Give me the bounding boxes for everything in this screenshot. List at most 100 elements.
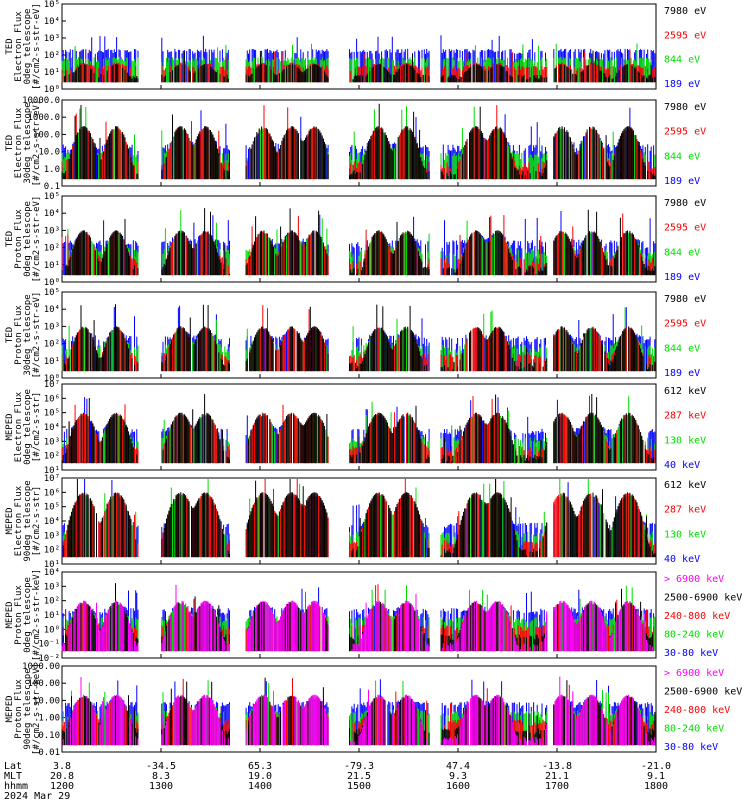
y-tick-label: 10⁵ (44, 503, 60, 513)
y-tick-label: 10² (44, 340, 60, 350)
legend-entry: 2595 eV (664, 127, 706, 138)
legend-entry: 130 keV (664, 529, 706, 540)
series-group (61, 35, 656, 83)
legend-entry: 240-800 keV (664, 611, 730, 622)
y-tick-label: 100.0 (33, 130, 60, 140)
y-tick-label: 10³ (44, 582, 60, 592)
legend-entry: 80-240 keV (664, 724, 724, 735)
y-label-line: 90deg telescope (23, 668, 33, 749)
legend-entry: 287 keV (664, 505, 706, 516)
y-tick-label: 10² (44, 452, 60, 462)
y-label-line: 0deg telescope (23, 389, 33, 465)
x-lat-label: 47.4 (446, 761, 470, 772)
y-axis-label: MEPED Proton Flux 90deg telescope [#/cm2-s-… (5, 663, 42, 755)
y-tick-label: 10⁴ (44, 17, 60, 27)
y-label-line: [#/cm2-s-str-keV] (32, 569, 42, 661)
x-hhmm-label: 1300 (149, 781, 173, 792)
y-label-line: Electron Flux (14, 107, 24, 178)
y-tick-label: 1.0 (44, 165, 60, 175)
x-mlt-label: 20.8 (50, 771, 74, 782)
y-tick-label: 10⁰ (44, 278, 60, 288)
legend-entry: 2595 eV (664, 30, 706, 41)
series-4 (61, 679, 653, 746)
legend-entry: 40 keV (664, 554, 700, 565)
y-tick-label: 10² (44, 546, 60, 556)
series-0 (62, 479, 656, 558)
y-tick-label: 10.0 (38, 148, 60, 158)
series-group (61, 304, 656, 372)
series-2 (62, 584, 655, 652)
y-tick-label: 10¹ (44, 357, 60, 367)
y-label-line: Proton Flux (14, 209, 24, 269)
y-tick-label: 10⁶ (44, 488, 60, 498)
legend-entry: 2595 eV (664, 319, 706, 330)
y-label-line: 0deg telescope (23, 201, 33, 277)
y-label-line: [#/cm2-s-str-keV] (32, 663, 42, 755)
series-group (61, 583, 656, 652)
legend-entry: 30-80 keV (664, 648, 718, 659)
series-0 (63, 304, 656, 372)
legend-entry: 130 keV (664, 435, 706, 446)
y-tick-label: 0.10 (38, 731, 60, 741)
y-tick-label: 10000.0 (22, 96, 60, 106)
y-label-line: Electron Flux (14, 391, 24, 462)
y-label-line: [#/cm2-s-str] (32, 486, 42, 556)
x-hhmm-label: 1500 (347, 781, 371, 792)
y-label-line: MEPED (5, 507, 15, 534)
legend-entry: 7980 eV (664, 198, 706, 209)
row-label-mlt: MLT (4, 771, 22, 782)
legend-entry: 844 eV (664, 151, 700, 162)
y-tick-label: 10¹ (44, 611, 60, 621)
legend-entry: 844 eV (664, 55, 700, 66)
y-tick-label: 10⁰ (44, 85, 60, 95)
y-label-line: MEPED (5, 695, 15, 722)
legend-entry: 287 keV (664, 411, 706, 422)
legend-entry: 189 eV (664, 79, 700, 90)
x-mlt-label: 8.3 (152, 771, 170, 782)
y-tick-label: 10⁴ (44, 305, 60, 315)
y-label-line: Proton Flux (14, 585, 24, 645)
y-axis-label: TED Electron Flux 0deg telescope [#/cm2-s-s… (5, 3, 42, 90)
y-label-line: [#/cm2-s-str] (32, 392, 42, 462)
y-axis-label: TED Proton Flux 30deg telescope [#/cm2-s-st… (5, 292, 42, 379)
y-tick-label: 100.00 (27, 679, 60, 689)
legend-entry: 189 eV (664, 176, 700, 187)
y-tick-label: 10⁵ (44, 288, 60, 298)
series-group (61, 103, 656, 180)
y-tick-label: 10⁰ (44, 374, 60, 384)
legend-entry: > 6900 keV (664, 574, 724, 585)
series-group (61, 394, 656, 464)
y-tick-label: 0.01 (38, 748, 60, 758)
y-axis-label: MEPED Proton Flux 0deg telescope [#/cm2-s-s… (5, 569, 42, 661)
y-label-line: [#/cm2-s-str-eV] (32, 292, 42, 379)
y-tick-label: 10¹ (44, 261, 60, 271)
y-tick-label: 10³ (44, 226, 60, 236)
row-label-lat: Lat (4, 761, 22, 772)
y-axis-label: MEPED Electron Flux 0deg telescope [#/cm2-s… (5, 389, 42, 465)
date-label: 2024 Mar 29 (4, 791, 70, 800)
legend-entry: 189 eV (664, 272, 700, 283)
y-tick-label: 10⁴ (44, 209, 60, 219)
y-tick-label: 0.1 (44, 182, 60, 192)
y-tick-label: 10³ (44, 322, 60, 332)
x-mlt-label: 9.1 (647, 771, 665, 782)
y-label-line: MEPED (5, 601, 15, 628)
y-tick-label: 10.00 (33, 696, 60, 706)
x-lat-label: -34.5 (146, 761, 176, 772)
y-label-line: TED (5, 135, 15, 151)
legend-entry: 2595 eV (664, 223, 706, 234)
series-0 (61, 103, 656, 180)
x-lat-label: -79.3 (344, 761, 374, 772)
y-tick-label: 10⁰ (44, 625, 60, 635)
y-tick-label: 10² (44, 597, 60, 607)
legend-entry: 7980 eV (664, 6, 706, 17)
y-tick-label: 10⁻² (38, 654, 60, 664)
x-hhmm-label: 1800 (644, 781, 668, 792)
series-group (61, 208, 656, 276)
